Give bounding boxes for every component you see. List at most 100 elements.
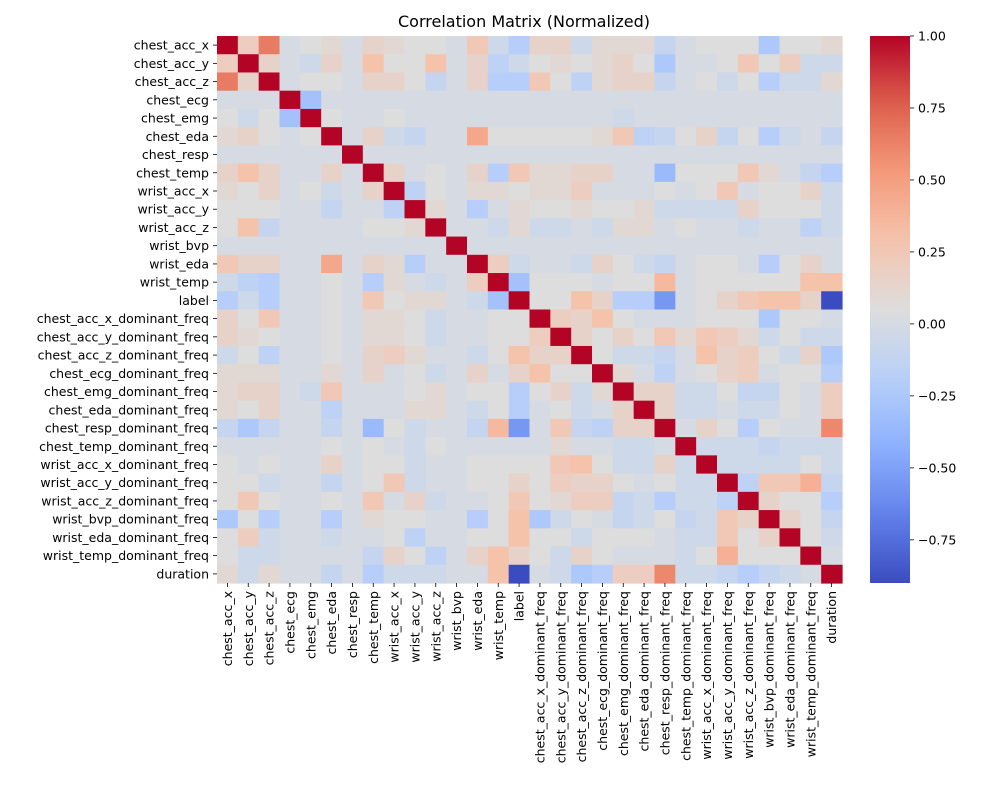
heatmap-cell bbox=[633, 345, 656, 365]
heatmap-cell bbox=[279, 382, 301, 402]
heatmap-cell bbox=[467, 455, 489, 475]
heatmap-cell bbox=[508, 181, 531, 201]
heatmap-cell bbox=[300, 163, 322, 183]
heatmap-cell bbox=[425, 455, 447, 475]
heatmap-cell bbox=[821, 200, 843, 219]
heatmap-cell bbox=[758, 273, 781, 292]
heatmap-cell bbox=[446, 108, 468, 128]
heatmap-cell bbox=[217, 564, 239, 584]
heatmap-cell bbox=[571, 327, 593, 347]
heatmap-cell bbox=[237, 273, 260, 292]
heatmap-cell bbox=[487, 510, 510, 529]
heatmap-cell bbox=[800, 437, 822, 456]
heatmap-cell bbox=[404, 418, 426, 438]
heatmap-cell bbox=[383, 364, 406, 384]
x-axis-tick-label: chest_emg_dominant_freq bbox=[616, 591, 631, 756]
heatmap-cell bbox=[446, 473, 468, 493]
heatmap-cell bbox=[321, 473, 343, 493]
heatmap-cell bbox=[612, 418, 635, 438]
heatmap-cell bbox=[279, 163, 301, 183]
heatmap-cell bbox=[404, 491, 426, 511]
heatmap-cell bbox=[237, 564, 260, 584]
heatmap-cell bbox=[300, 181, 322, 201]
heatmap-cell bbox=[612, 437, 635, 456]
heatmap-cell bbox=[362, 218, 385, 238]
heatmap-cell bbox=[550, 145, 572, 165]
heatmap-cell bbox=[779, 437, 801, 456]
heatmap-cell bbox=[404, 382, 426, 402]
heatmap-cell bbox=[258, 236, 281, 256]
heatmap-cell bbox=[550, 546, 572, 566]
heatmap-cell bbox=[279, 54, 301, 74]
heatmap-cell bbox=[592, 546, 614, 566]
heatmap-cell bbox=[529, 528, 551, 548]
heatmap-cell bbox=[696, 473, 718, 493]
y-axis-tick-label: chest_acc_y bbox=[134, 56, 210, 71]
heatmap-cell bbox=[529, 218, 551, 238]
y-axis-tick-label: chest_eda bbox=[146, 129, 209, 144]
heatmap-cell bbox=[633, 127, 656, 146]
heatmap-cell bbox=[342, 54, 364, 74]
y-axis-tick-label: wrist_bvp bbox=[149, 238, 209, 253]
heatmap-cell bbox=[821, 364, 843, 384]
heatmap-cell bbox=[779, 181, 801, 201]
heatmap-cell bbox=[592, 473, 614, 493]
heatmap-cell bbox=[342, 163, 364, 183]
heatmap-cell bbox=[404, 291, 426, 311]
heatmap-cell bbox=[321, 455, 343, 475]
heatmap-cell bbox=[321, 145, 343, 165]
heatmap-cell bbox=[821, 382, 843, 402]
heatmap-cell bbox=[425, 382, 447, 402]
heatmap-cell bbox=[300, 200, 322, 219]
x-axis-tick-label: wrist_acc_z_dominant_freq bbox=[741, 591, 756, 759]
heatmap-cell bbox=[487, 564, 510, 584]
x-axis-tick-label: chest_resp bbox=[345, 591, 360, 658]
y-axis-tick-label: wrist_acc_y_dominant_freq bbox=[40, 475, 209, 490]
heatmap-cell bbox=[529, 345, 551, 365]
heatmap-cell bbox=[779, 473, 801, 493]
heatmap-cell bbox=[467, 145, 489, 165]
heatmap-cell bbox=[821, 564, 843, 584]
heatmap-cell bbox=[342, 327, 364, 347]
heatmap-cell bbox=[696, 236, 718, 256]
heatmap-cell bbox=[487, 163, 510, 183]
heatmap-cell bbox=[425, 108, 447, 128]
heatmap-cell bbox=[362, 72, 385, 92]
heatmap-cell bbox=[425, 327, 447, 347]
heatmap-cell bbox=[675, 90, 697, 110]
heatmap-cell bbox=[592, 345, 614, 365]
heatmap-cell bbox=[675, 127, 697, 146]
heatmap-cell bbox=[425, 163, 447, 183]
heatmap-cell bbox=[425, 200, 447, 219]
heatmap-cell bbox=[592, 181, 614, 201]
heatmap-cell bbox=[467, 273, 489, 292]
heatmap-cell bbox=[821, 36, 843, 55]
colorbar-tick-label: −0.25 bbox=[918, 388, 956, 403]
heatmap-cell bbox=[217, 218, 239, 238]
heatmap-cell bbox=[758, 108, 781, 128]
heatmap-cell bbox=[300, 36, 322, 55]
heatmap-cell bbox=[217, 200, 239, 219]
heatmap-cell bbox=[529, 364, 551, 384]
heatmap-cell bbox=[217, 418, 239, 438]
heatmap-cell bbox=[654, 236, 676, 256]
heatmap-cell bbox=[571, 200, 593, 219]
heatmap-cell bbox=[758, 382, 781, 402]
heatmap-cell bbox=[404, 127, 426, 146]
heatmap-cell bbox=[487, 145, 510, 165]
heatmap-cell bbox=[800, 564, 822, 584]
heatmap-cell bbox=[612, 564, 635, 584]
heatmap-cell bbox=[612, 400, 635, 420]
heatmap-cell bbox=[654, 327, 676, 347]
heatmap-cell bbox=[258, 108, 281, 128]
heatmap-cell bbox=[779, 546, 801, 566]
heatmap-cell bbox=[404, 72, 426, 92]
heatmap-cell bbox=[779, 90, 801, 110]
heatmap-cell bbox=[217, 36, 239, 55]
y-axis-tick-label: chest_resp bbox=[142, 147, 209, 162]
heatmap-cell bbox=[571, 309, 593, 329]
heatmap-cell bbox=[654, 218, 676, 238]
x-axis-tick-label: wrist_temp_dominant_freq bbox=[803, 591, 818, 757]
heatmap-cell bbox=[717, 163, 739, 183]
heatmap-cell bbox=[258, 455, 281, 475]
